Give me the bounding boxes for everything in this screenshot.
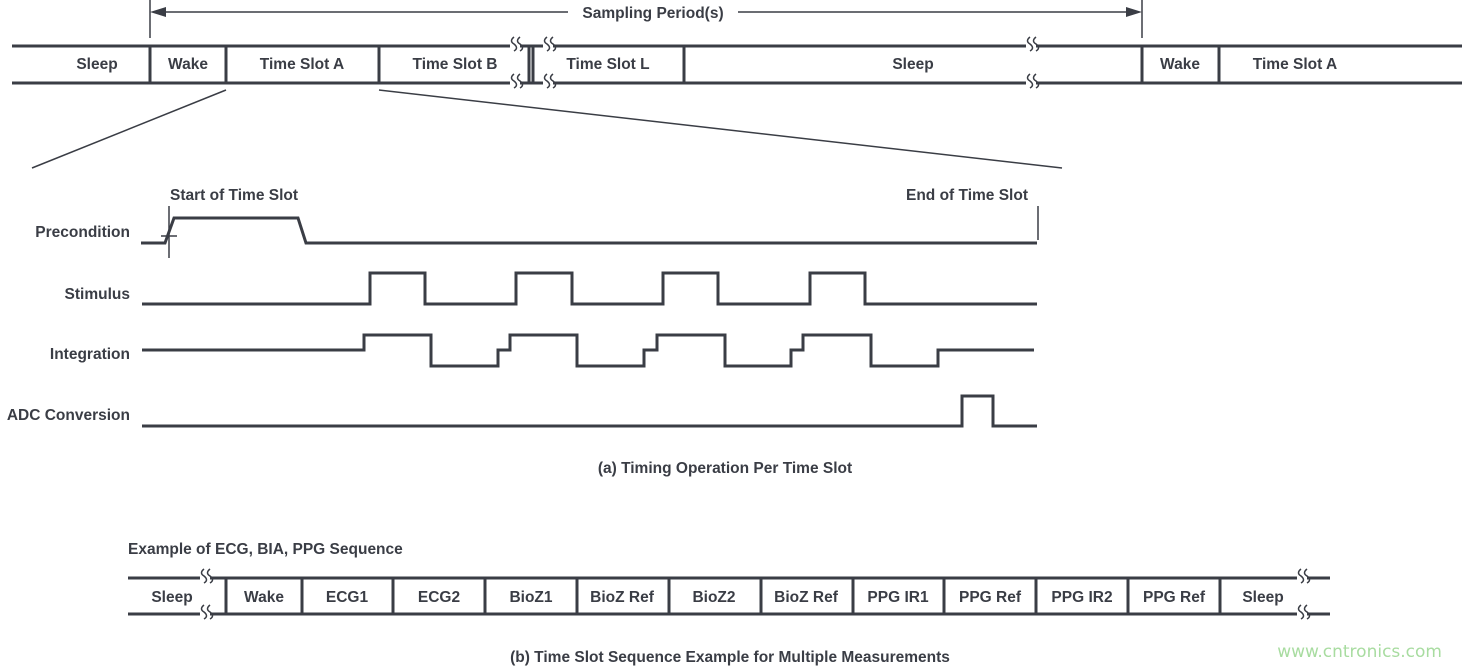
watermark: www.cntronics.com (1277, 642, 1442, 662)
break-mark-icon (543, 73, 557, 89)
signal-label-adc-conversion: ADC Conversion (7, 407, 130, 424)
top-cell-label: Sleep (892, 56, 933, 73)
top-cell-label: Sleep (76, 56, 117, 73)
top-cell-label: Time Slot L (566, 56, 649, 73)
bottom-cell-label: PPG IR2 (1051, 589, 1112, 606)
break-mark-icon (510, 36, 524, 52)
bottom-cell-label: BioZ2 (692, 589, 735, 606)
signal-label-precondition: Precondition (35, 224, 130, 241)
bottom-cell-label: PPG Ref (959, 589, 1022, 606)
caption-b: (b) Time Slot Sequence Example for Multi… (510, 649, 950, 666)
bottom-cell-label: Sleep (151, 589, 192, 606)
signal-label-integration: Integration (50, 346, 130, 363)
adc-conversion-waveform (142, 394, 1037, 428)
zoom-line-left (31, 89, 227, 169)
break-mark-icon (1297, 568, 1311, 584)
bottom-cell-label: ECG2 (418, 589, 460, 606)
integration-waveform (142, 333, 1034, 368)
zoom-line-right (378, 89, 1063, 169)
top-cell-label: Wake (168, 56, 208, 73)
stimulus-waveform (142, 271, 1037, 306)
bottom-cell-label: Wake (244, 589, 284, 606)
break-mark-icon (510, 73, 524, 89)
precondition-waveform (141, 216, 1037, 245)
bottom-cell-label: PPG IR1 (867, 589, 929, 606)
break-mark-icon (1026, 36, 1040, 52)
caption-a: (a) Timing Operation Per Time Slot (598, 460, 852, 477)
bottom-cell-label: BioZ Ref (774, 589, 839, 606)
break-mark-icon (200, 604, 214, 620)
sampling-period-label: Sampling Period(s) (582, 5, 723, 22)
end-of-time-slot-label: End of Time Slot (906, 187, 1028, 204)
sampling-period-arrow (149, 0, 1143, 38)
bottom-cell-label: BioZ Ref (590, 589, 655, 606)
top-cell-label: Wake (1160, 56, 1200, 73)
signal-label-stimulus: Stimulus (65, 286, 130, 303)
bottom-cell-label: BioZ1 (509, 589, 552, 606)
break-mark-icon (1297, 604, 1311, 620)
start-of-time-slot-label: Start of Time Slot (170, 187, 298, 204)
bottom-cell-label: Sleep (1242, 589, 1283, 606)
bottom-sequence-bar (128, 576, 1330, 616)
top-sequence-bar (12, 44, 1462, 85)
break-mark-icon (543, 36, 557, 52)
top-cell-label: Time Slot B (413, 56, 498, 73)
bottom-cell-label: PPG Ref (1143, 589, 1206, 606)
break-mark-icon (200, 568, 214, 584)
bottom-cell-label: ECG1 (326, 589, 369, 606)
top-cell-label: Time Slot A (1253, 56, 1337, 73)
top-cell-label: Time Slot A (260, 56, 344, 73)
sequence-example-title: Example of ECG, BIA, PPG Sequence (128, 541, 403, 558)
break-mark-icon (1026, 73, 1040, 89)
